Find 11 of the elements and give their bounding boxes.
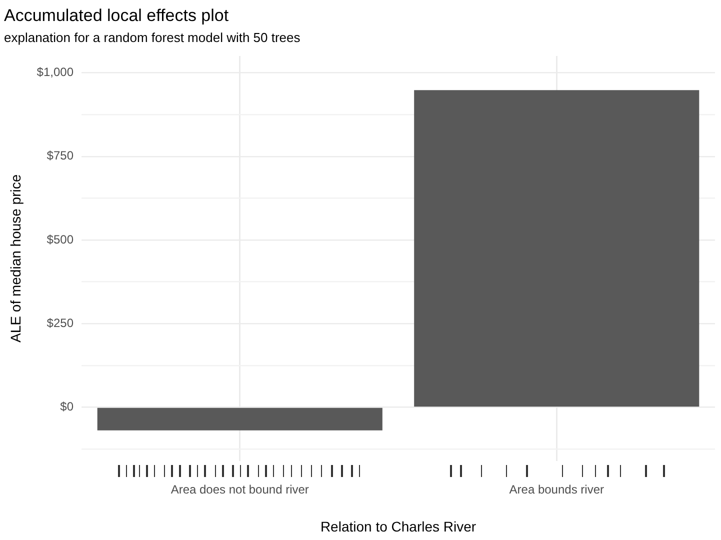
x-tick-label: Area bounds river [509,482,604,496]
x-axis-title: Relation to Charles River [320,518,476,534]
chart-title: Accumulated local effects plot [4,6,229,25]
y-tick-label: $500 [46,232,74,246]
y-tick-label: $1,000 [36,65,74,80]
y-axis-title: ALE of median house price [7,174,24,342]
y-tick-label: $0 [60,400,74,414]
chart-subtitle: explanation for a random forest model with 50 trees [4,30,301,45]
y-tick-label: $250 [46,316,74,330]
x-tick-label: Area does not bound river [170,482,309,496]
y-tick-label: $750 [46,148,74,163]
